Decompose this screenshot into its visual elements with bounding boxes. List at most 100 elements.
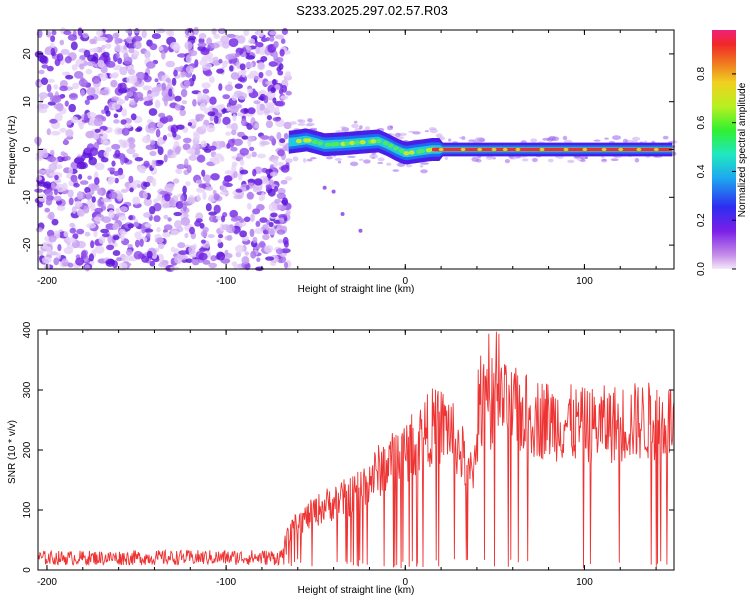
noise-speckle [144,223,152,228]
noise-speckle [120,119,127,125]
noise-speckle [219,104,225,109]
noise-speckle [188,50,198,57]
noise-speckle [79,180,89,185]
noise-speckle [248,146,255,152]
noise-speckle [180,217,191,226]
colorbar-tick-label: 0.8 [696,67,707,81]
noise-speckle [128,47,135,54]
noise-speckle [226,234,233,241]
noise-speckle [202,174,212,182]
noise-speckle [255,220,261,227]
noise-speckle [265,69,273,77]
y-tick-label: 0 [22,146,33,152]
signal-halo [353,120,358,124]
colorbar-tick-label: 0.4 [696,164,707,178]
noise-speckle [146,61,156,69]
noise-speckle [86,95,95,101]
noise-speckle [120,233,125,241]
noise-speckle [237,35,246,44]
noise-speckle [109,73,115,79]
noise-speckle [87,54,97,62]
noise-speckle [232,114,237,122]
noise-speckle [279,49,285,57]
noise-speckle [144,50,151,59]
noise-speckle [185,54,192,64]
noise-speckle [272,97,277,104]
signal-core-peak [601,147,607,152]
noise-speckle [219,191,229,196]
noise-speckle [224,170,234,175]
noise-speckle [40,77,49,85]
noise-speckle [233,263,238,271]
noise-speckle [150,139,156,145]
y-tick-label: 0 [22,567,33,573]
noise-speckle [235,52,241,58]
noise-speckle [148,127,155,134]
noise-speckle [79,122,84,130]
chart-title: S233.2025.297.02.57.R03 [296,3,448,18]
noise-speckle [224,84,233,92]
noise-speckle [223,175,233,182]
signal-halo [662,135,669,140]
noise-speckle [129,99,136,106]
noise-speckle [59,127,67,133]
noise-speckle [204,69,213,77]
signal-core-peak [460,147,466,152]
spectrogram-y-ticks: -20 -10 0 10 20 [22,48,674,252]
signal-halo [468,139,477,142]
noise-speckle [274,34,285,40]
noise-speckle [73,183,80,188]
noise-speckle [237,77,246,82]
noise-speckle [207,234,215,239]
noise-speckle [231,94,237,101]
noise-speckle [198,183,207,188]
noise-speckle [153,215,161,223]
noise-speckle [274,198,282,204]
noise-speckle [156,138,163,147]
noise-speckle [84,186,91,194]
noise-speckle [173,69,178,77]
noise-speckle [66,237,76,244]
noise-speckle [41,64,49,69]
noise-speckle [148,108,158,116]
noise-speckle [228,38,239,48]
noise-speckle [70,116,79,124]
noise-speckle [170,230,179,236]
colorbar-tick-label: 0.0 [696,262,707,276]
noise-speckle [78,173,83,180]
signal-halo [306,122,315,127]
noise-speckle [233,138,243,146]
noise-speckle [123,255,133,262]
noise-speckle [142,96,152,102]
noise-speckle [279,138,286,144]
signal-peak [305,138,312,143]
signal-halo [420,162,429,165]
noise-speckle [196,194,201,202]
noise-speckle [195,113,205,119]
noise-speckle [141,29,147,39]
noise-speckle [236,112,244,117]
noise-speckle [128,215,133,221]
noise-speckle [126,147,136,155]
noise-speckle [235,244,245,253]
noise-speckle [146,250,153,259]
noise-speckle [49,118,58,124]
noise-speckle [94,128,101,133]
noise-speckle [75,257,85,266]
noise-speckle [248,38,256,45]
noise-speckle [107,167,116,172]
signal-halo [509,157,517,160]
noise-speckle [226,33,236,38]
noise-speckle [111,143,121,150]
signal-core-peak [563,147,569,152]
noise-speckle [71,64,78,71]
noise-speckle [201,82,211,89]
noise-speckle [174,103,182,111]
noise-speckle [229,209,238,218]
noise-speckle [237,92,248,100]
x-tick-label: 0 [402,577,408,588]
signal-halo [471,156,479,162]
noise-speckle [127,243,133,248]
noise-speckle [68,92,79,100]
noise-speckle [183,137,192,144]
